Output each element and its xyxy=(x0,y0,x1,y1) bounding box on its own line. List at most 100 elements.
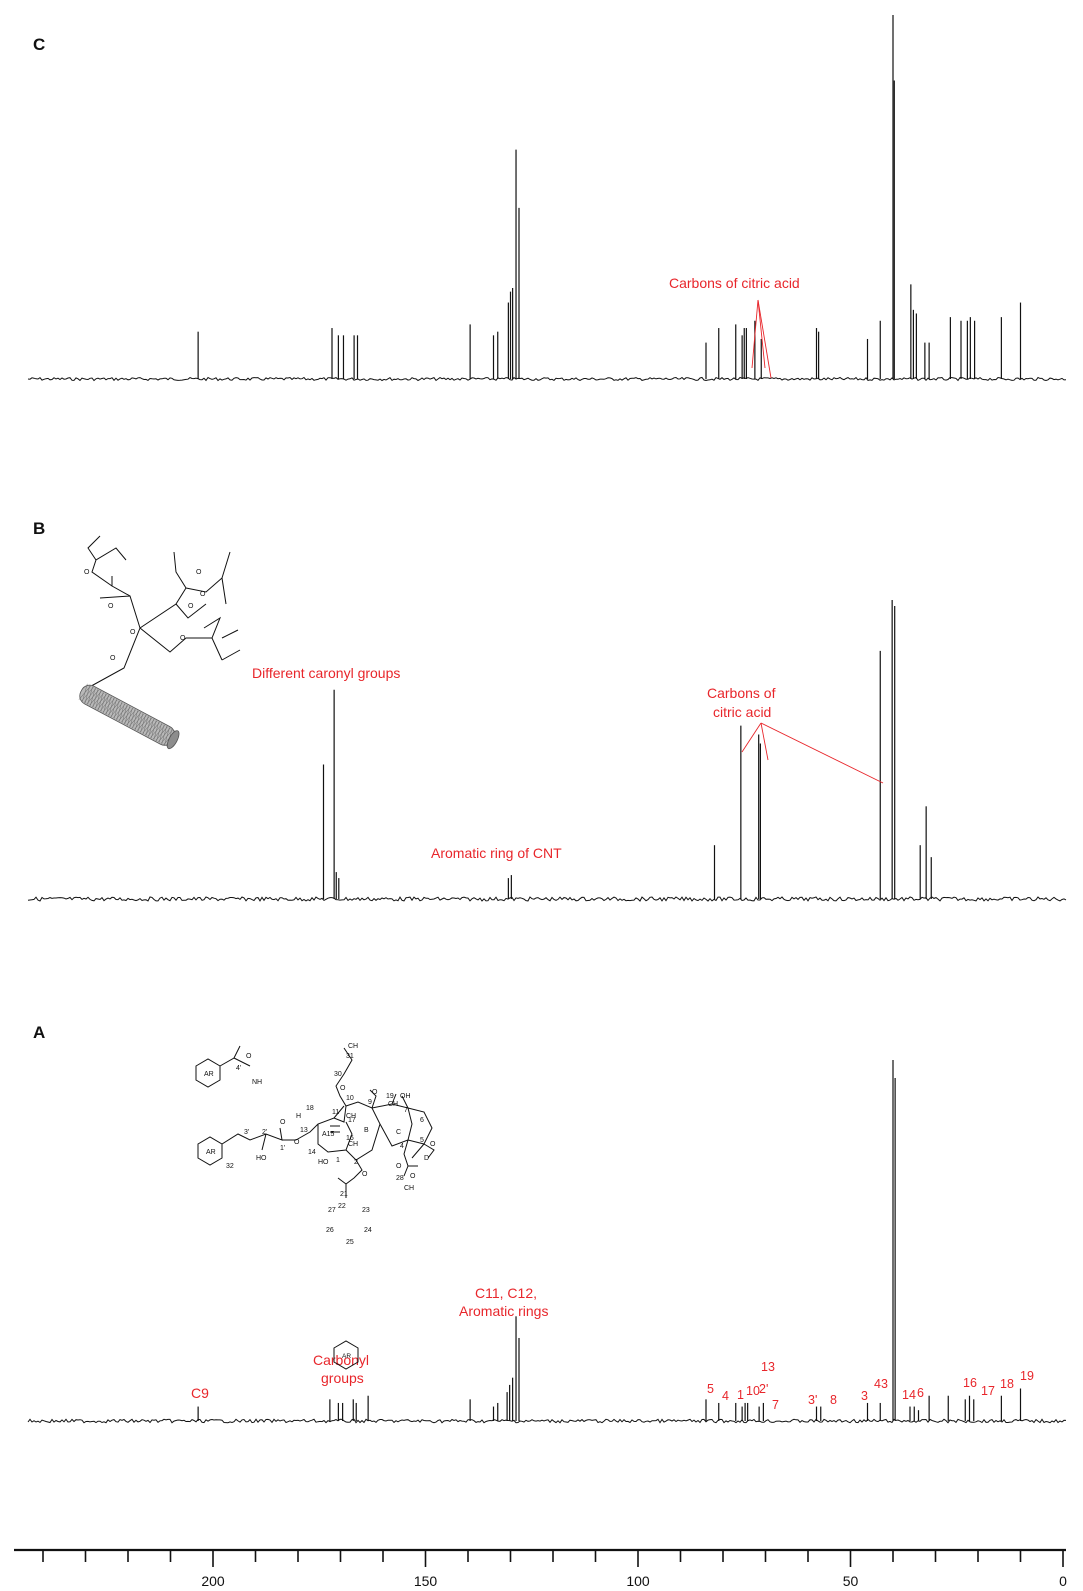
svg-text:14: 14 xyxy=(308,1149,316,1156)
svg-text:O: O xyxy=(246,1053,252,1060)
svg-text:H: H xyxy=(296,1113,301,1120)
svg-text:1: 1 xyxy=(336,1157,340,1164)
svg-text:1': 1' xyxy=(280,1145,285,1152)
svg-text:AR: AR xyxy=(206,1149,216,1156)
paclitaxel-structure xyxy=(195,1045,435,1370)
svg-text:25: 25 xyxy=(346,1239,354,1246)
svg-text:11: 11 xyxy=(332,1109,339,1116)
peak-label: 43 xyxy=(874,1377,888,1391)
peak-label: 3' xyxy=(808,1393,817,1407)
annotation-aromatic-ring-cnt: Aromatic ring of CNT xyxy=(431,845,562,861)
svg-text:31: 31 xyxy=(346,1053,354,1060)
annotation-text: Carbons of citric acid xyxy=(669,275,800,291)
peak-label: 13 xyxy=(761,1360,775,1374)
svg-text:27: 27 xyxy=(328,1207,336,1214)
svg-text:9: 9 xyxy=(368,1099,372,1106)
peak-label: 19 xyxy=(1020,1369,1034,1383)
panel-letter-c: C xyxy=(33,35,45,54)
annotation-text: Carbons of xyxy=(707,685,776,701)
peak-label: 10 xyxy=(746,1384,760,1398)
peak-label: 8 xyxy=(830,1393,837,1407)
svg-text:A15: A15 xyxy=(322,1131,335,1138)
svg-text:2': 2' xyxy=(262,1129,267,1136)
svg-text:24: 24 xyxy=(364,1227,372,1234)
svg-text:3': 3' xyxy=(244,1129,249,1136)
svg-text:CH: CH xyxy=(404,1185,414,1192)
svg-text:O: O xyxy=(84,569,90,576)
annotation-c9: C9 xyxy=(191,1385,209,1401)
svg-text:30: 30 xyxy=(334,1071,342,1078)
svg-text:4': 4' xyxy=(236,1065,241,1072)
x-axis: 200 150 100 50 0 xyxy=(14,1548,1067,1589)
svg-text:18: 18 xyxy=(306,1105,314,1112)
annotation-aromatic: C11, C12, Aromatic rings xyxy=(459,1285,548,1319)
svg-text:6: 6 xyxy=(420,1117,424,1124)
tick-label: 150 xyxy=(414,1573,438,1589)
svg-text:CH: CH xyxy=(388,1101,398,1108)
svg-text:O: O xyxy=(362,1171,368,1178)
svg-text:O: O xyxy=(130,629,136,636)
svg-text:2: 2 xyxy=(354,1159,358,1166)
spectrum-a xyxy=(27,1060,1067,1424)
peak-label: 17 xyxy=(981,1384,995,1398)
tick-label: 100 xyxy=(626,1573,650,1589)
svg-text:O: O xyxy=(196,569,202,576)
spectrum-b xyxy=(27,600,1067,902)
svg-text:26: 26 xyxy=(326,1227,334,1234)
svg-text:5: 5 xyxy=(420,1137,424,1144)
svg-text:OH: OH xyxy=(400,1093,411,1100)
svg-text:CH: CH xyxy=(348,1141,358,1148)
svg-text:D: D xyxy=(424,1155,429,1162)
annotation-citric-acid-b: Carbons of citric acid xyxy=(707,685,884,784)
svg-text:23: 23 xyxy=(362,1207,370,1214)
annotation-text: groups xyxy=(321,1370,364,1386)
svg-text:CH: CH xyxy=(346,1113,356,1120)
spectrum-c xyxy=(27,15,1067,382)
peak-label: 5 xyxy=(707,1382,714,1396)
svg-text:O: O xyxy=(430,1141,436,1148)
annotation-text: citric acid xyxy=(713,704,771,720)
panel-letter-b: B xyxy=(33,519,45,538)
tick-label: 50 xyxy=(843,1573,859,1589)
peak-label: 3 xyxy=(861,1389,868,1403)
svg-text:HO: HO xyxy=(256,1155,267,1162)
paclitaxel-labels: AR AR AR O NH 4' 3' 2' O 1' HO O 32 13 H… xyxy=(204,1043,436,1360)
peak-label: 18 xyxy=(1000,1377,1014,1391)
annotation-citric-acid-c: Carbons of citric acid xyxy=(669,275,800,379)
svg-text:O: O xyxy=(188,603,194,610)
baseline-trace xyxy=(27,896,1067,902)
peak-label: 2' xyxy=(759,1382,768,1396)
carbon-nanotube-icon xyxy=(78,683,180,750)
citric-acid-cnt-structure: O O O O O O O O xyxy=(78,535,241,750)
tick-label: 200 xyxy=(201,1573,225,1589)
svg-text:NH: NH xyxy=(252,1079,262,1086)
svg-text:B: B xyxy=(364,1127,369,1134)
peak-label: 4 xyxy=(722,1389,729,1403)
svg-text:7: 7 xyxy=(404,1107,408,1114)
svg-text:28: 28 xyxy=(396,1175,404,1182)
panel-letter-a: A xyxy=(33,1023,45,1042)
peak-label: 6 xyxy=(917,1386,924,1400)
svg-text:13: 13 xyxy=(300,1127,308,1134)
annotation-carbonyl-groups: Different caronyl groups xyxy=(252,665,400,681)
peak-label: 1 xyxy=(737,1388,744,1402)
svg-text:10: 10 xyxy=(346,1095,354,1102)
annotation-text: C11, C12, xyxy=(475,1285,537,1301)
svg-text:HO: HO xyxy=(318,1159,329,1166)
peak-labels: 5 4 1 10 2' 13 7 3' 8 3 43 14 6 16 17 18 19 xyxy=(707,1360,1034,1412)
svg-text:O: O xyxy=(180,635,186,642)
svg-text:AR: AR xyxy=(204,1071,214,1078)
svg-text:O: O xyxy=(340,1085,346,1092)
svg-text:32: 32 xyxy=(226,1163,234,1170)
svg-text:22: 22 xyxy=(338,1203,346,1210)
svg-text:O: O xyxy=(294,1139,300,1146)
svg-text:O: O xyxy=(280,1119,286,1126)
peak-label: 7 xyxy=(772,1398,779,1412)
svg-text:C: C xyxy=(396,1129,401,1136)
svg-text:O: O xyxy=(200,591,206,598)
peak-label: 16 xyxy=(963,1376,977,1390)
svg-text:O: O xyxy=(372,1089,378,1096)
svg-text:O: O xyxy=(396,1163,402,1170)
svg-text:21: 21 xyxy=(340,1191,348,1198)
svg-text:CH: CH xyxy=(348,1043,358,1050)
